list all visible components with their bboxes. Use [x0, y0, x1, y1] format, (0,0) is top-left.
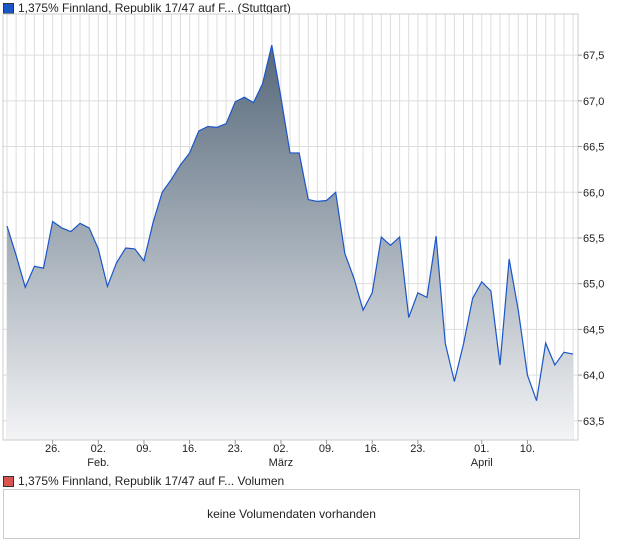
- x-tick-label: 09.: [319, 443, 334, 455]
- plot-frame: [2, 13, 579, 441]
- x-month-label: Feb.: [87, 457, 109, 469]
- x-tick-label: 02.: [91, 443, 106, 455]
- volume-legend: 1,375% Finnland, Republik 17/47 auf F...…: [3, 474, 284, 488]
- price-legend-label: 1,375% Finnland, Republik 17/47 auf F...…: [18, 1, 291, 15]
- x-tick-label: 23.: [228, 443, 243, 455]
- y-tick-label: 66,0: [583, 187, 604, 199]
- price-line: [6, 44, 574, 401]
- price-chart: 63,5 64,0 64,5 65,0 65,5 66,0 66,5 67,0 67,5 26. 0…: [2, 13, 604, 469]
- x-tick-label: 26.: [45, 443, 60, 455]
- y-tick-label: 67,0: [583, 96, 604, 108]
- x-tick-label: 01.: [474, 443, 489, 455]
- x-month-label: April: [471, 457, 493, 469]
- price-series-marker-icon: [3, 2, 14, 14]
- x-month-label: März: [269, 457, 293, 469]
- x-tick-label: 16.: [182, 443, 197, 455]
- x-tick-label: 23.: [410, 443, 425, 455]
- x-tick-label: 02.: [273, 443, 288, 455]
- y-tick-label: 64,5: [583, 324, 604, 336]
- y-tick-label: 64,0: [583, 370, 604, 382]
- x-tick-label: 09.: [136, 443, 151, 455]
- y-tick-label: 65,0: [583, 279, 604, 291]
- y-tick-label: 67,5: [583, 50, 604, 62]
- price-area: [7, 45, 574, 441]
- volume-empty-message: keine Volumendaten vorhanden: [207, 507, 376, 521]
- y-tick-label: 66,5: [583, 142, 604, 154]
- volume-chart: keine Volumendaten vorhanden: [3, 489, 580, 539]
- y-tick-label: 65,5: [583, 233, 604, 245]
- x-tick-label: 10.: [520, 443, 535, 455]
- volume-legend-label: 1,375% Finnland, Republik 17/47 auf F...…: [18, 474, 285, 488]
- x-tick-label: 16.: [365, 443, 380, 455]
- price-legend: 1,375% Finnland, Republik 17/47 auf F...…: [3, 1, 291, 15]
- volume-series-marker-icon: [3, 475, 14, 487]
- y-tick-label: 63,5: [583, 416, 604, 428]
